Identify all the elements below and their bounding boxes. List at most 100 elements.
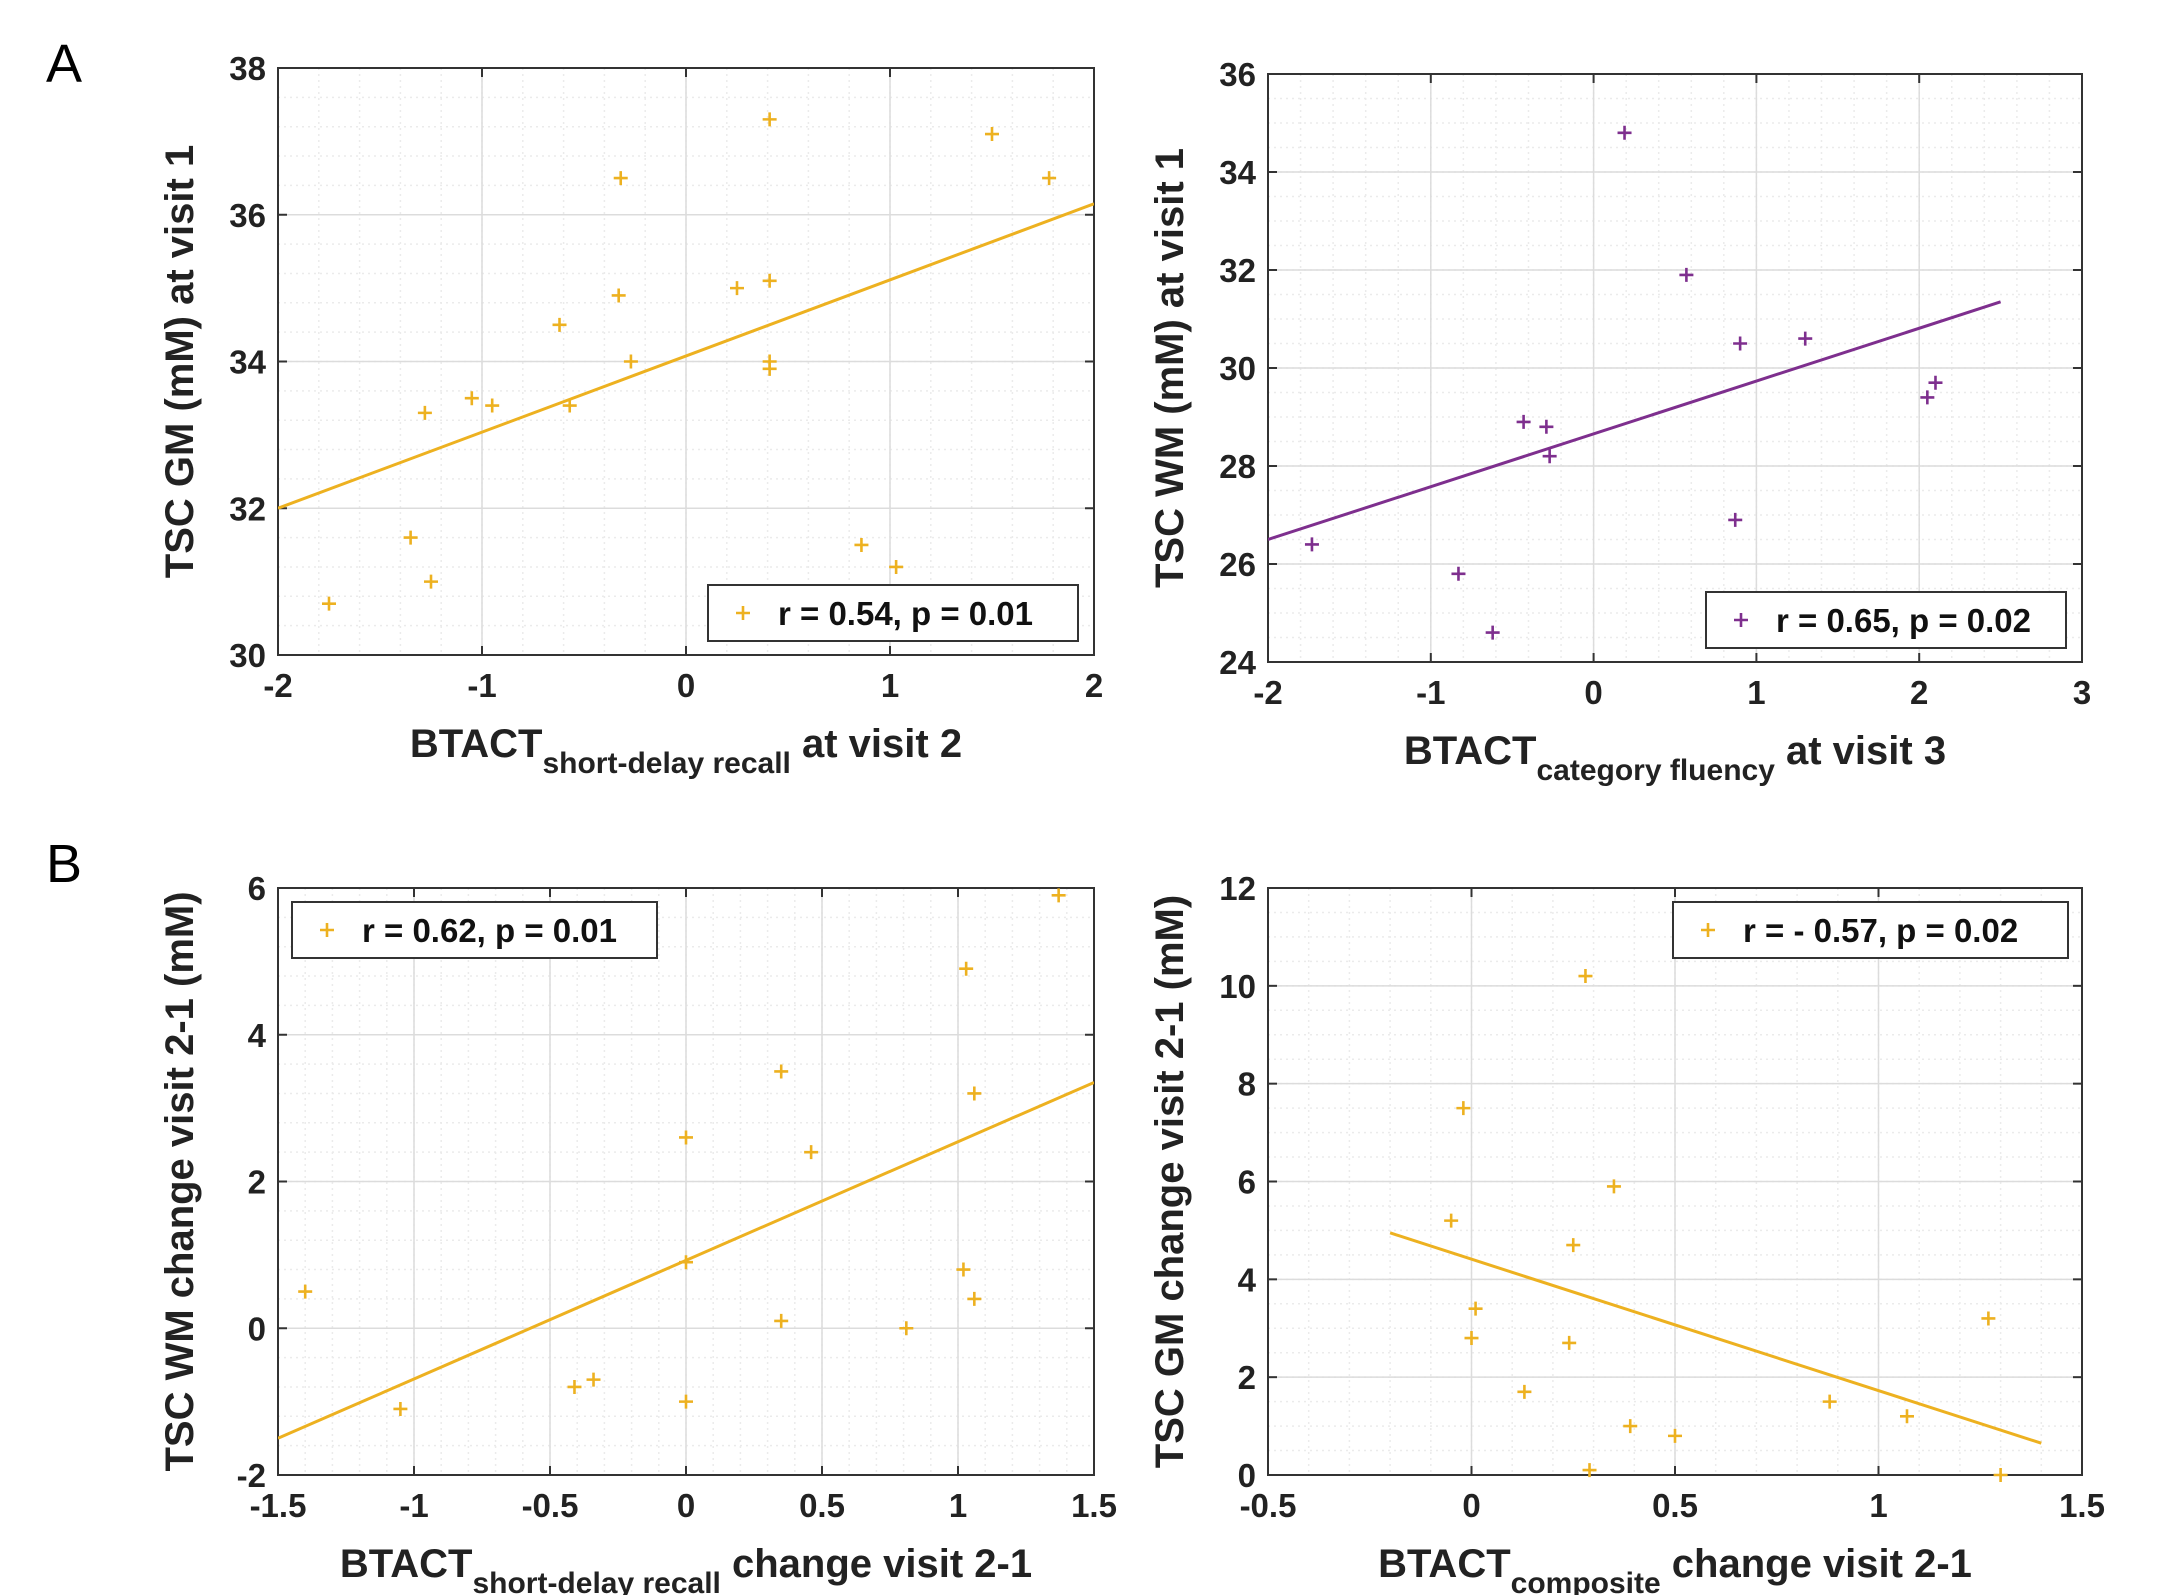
- data-point: [1981, 1311, 1996, 1326]
- y-tick-label: 4: [248, 1017, 267, 1054]
- data-point: [967, 1086, 982, 1101]
- data-point: [679, 1130, 693, 1145]
- legend-marker: [736, 606, 750, 620]
- x-axis-label-subscript: category fluency: [1536, 754, 1775, 787]
- legend-marker: [320, 923, 334, 937]
- x-axis-label-main: BTACT: [1404, 729, 1537, 773]
- data-point: [1485, 625, 1500, 640]
- legend: r = 0.54, p = 0.01: [707, 584, 1079, 642]
- y-axis-label: TSC WM (mM) at visit 1: [1148, 148, 1192, 588]
- y-tick-label: 28: [1219, 448, 1256, 485]
- x-tick-label: 0.5: [1652, 1487, 1698, 1524]
- y-tick-label: 26: [1219, 546, 1256, 583]
- data-point: [1566, 1238, 1581, 1253]
- data-point: [1539, 419, 1554, 434]
- y-tick-label: 36: [229, 197, 266, 234]
- x-axis-label-suffix: at visit 3: [1775, 729, 1946, 773]
- legend-box: [291, 901, 658, 959]
- legend-marker: [1701, 923, 1715, 937]
- x-axis-label-main: BTACT: [1378, 1542, 1511, 1586]
- data-point: [774, 1064, 789, 1079]
- data-point: [1464, 1331, 1479, 1346]
- x-tick-label: 0: [1462, 1487, 1480, 1524]
- y-tick-label: 6: [248, 870, 266, 907]
- y-tick-label: 24: [1219, 644, 1256, 681]
- data-points: [1304, 125, 1943, 640]
- x-tick-label: 1: [1747, 674, 1765, 711]
- data-point: [562, 398, 577, 413]
- data-point: [552, 317, 567, 332]
- data-point: [1456, 1101, 1471, 1116]
- legend-box: [707, 584, 1079, 642]
- x-tick-label: 1.5: [1071, 1487, 1117, 1524]
- x-tick-label: 0: [677, 1487, 695, 1524]
- data-point: [1451, 566, 1466, 581]
- data-point: [679, 1255, 693, 1270]
- x-tick-label: 1: [1869, 1487, 1887, 1524]
- data-point: [586, 1372, 601, 1387]
- data-point: [1822, 1394, 1837, 1409]
- x-axis-label-main: BTACT: [340, 1542, 473, 1586]
- data-point: [1993, 1468, 2008, 1482]
- legend-text: r = 0.65, p = 0.02: [1776, 602, 2031, 639]
- data-point: [1899, 1409, 1914, 1424]
- legend-text: r = 0.62, p = 0.01: [362, 912, 617, 949]
- legend: r = 0.62, p = 0.01: [291, 901, 658, 959]
- x-tick-label: 1: [881, 667, 899, 704]
- x-axis-label-suffix: change visit 2-1: [721, 1542, 1032, 1586]
- data-point: [613, 171, 628, 186]
- legend: r = - 0.57, p = 0.02: [1672, 901, 2069, 959]
- y-tick-label: 10: [1219, 968, 1256, 1005]
- data-points: [322, 112, 1057, 611]
- data-points: [1444, 969, 2008, 1482]
- y-tick-label: 6: [1238, 1164, 1256, 1201]
- data-point: [762, 361, 777, 376]
- y-tick-label: 0: [248, 1310, 266, 1347]
- data-point: [1733, 336, 1748, 351]
- fit-line: [1389, 1231, 2042, 1445]
- data-point: [417, 405, 432, 420]
- data-point: [1542, 449, 1557, 464]
- data-point: [985, 127, 999, 142]
- y-tick-label: 4: [1238, 1261, 1257, 1298]
- x-tick-label: -1.5: [250, 1487, 307, 1524]
- data-point: [774, 1313, 789, 1328]
- data-point: [1623, 1419, 1638, 1434]
- data-point: [1516, 414, 1531, 429]
- legend-marker: [1734, 613, 1748, 627]
- x-axis-label: BTACTcategory fluency at visit 3: [1404, 729, 1946, 787]
- data-point: [393, 1401, 408, 1416]
- data-point: [322, 596, 336, 611]
- y-tick-label: 12: [1219, 870, 1256, 907]
- data-point: [762, 273, 777, 288]
- x-tick-label: -2: [263, 667, 292, 704]
- data-point: [1578, 969, 1593, 984]
- y-tick-label: 32: [229, 490, 266, 527]
- data-point: [424, 574, 438, 589]
- x-tick-label: 3: [2073, 674, 2091, 711]
- plot-b-wm-change-short-delay: -1.5 -1 -0.5 0 0.5 1 1.5 -2 0 2 4 6 BTACTshort-delay…: [158, 870, 1117, 1595]
- legend-text: r = 0.54, p = 0.01: [778, 595, 1033, 632]
- data-point: [403, 530, 418, 545]
- plot-a-gm-short-delay: -2 -1 0 1 2 30 32 34 36 38 BTACTshort-delay recall…: [158, 50, 1103, 780]
- data-point: [1517, 1384, 1532, 1399]
- data-point: [854, 537, 869, 552]
- data-point: [679, 1394, 693, 1409]
- y-axis-label: TSC GM change visit 2-1 (mM): [1148, 895, 1192, 1468]
- data-point: [485, 398, 500, 413]
- x-axis-label: BTACTcomposite change visit 2-1: [1378, 1542, 1972, 1595]
- x-tick-label: -1: [399, 1487, 428, 1524]
- major-grid: [1267, 73, 2083, 663]
- data-point: [1798, 331, 1813, 346]
- plot-a-wm-category-fluency: -2 -1 0 1 2 3 24 26 28 30 32 34 36 BTACTcategory flue…: [1148, 56, 2091, 787]
- y-tick-label: 32: [1219, 252, 1256, 289]
- y-tick-label: 2: [248, 1164, 266, 1201]
- x-tick-label: 0: [1584, 674, 1602, 711]
- data-point: [804, 1145, 819, 1160]
- x-tick-label: 2: [1910, 674, 1928, 711]
- panel-label-b: B: [46, 834, 82, 894]
- x-tick-label: -1: [1416, 674, 1445, 711]
- y-tick-label: 2: [1238, 1359, 1256, 1396]
